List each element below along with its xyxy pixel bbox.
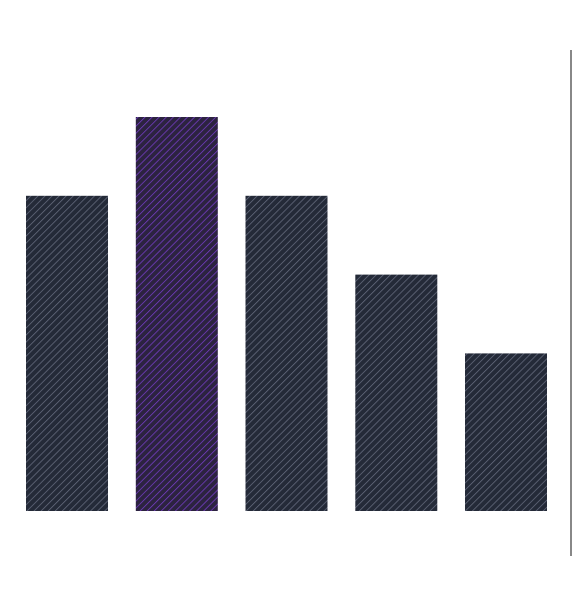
bar [26, 195, 108, 512]
bar [355, 274, 438, 511]
bars-group [26, 117, 547, 512]
bar [245, 195, 328, 512]
bar [465, 353, 547, 511]
bar-highlighted [135, 117, 218, 511]
